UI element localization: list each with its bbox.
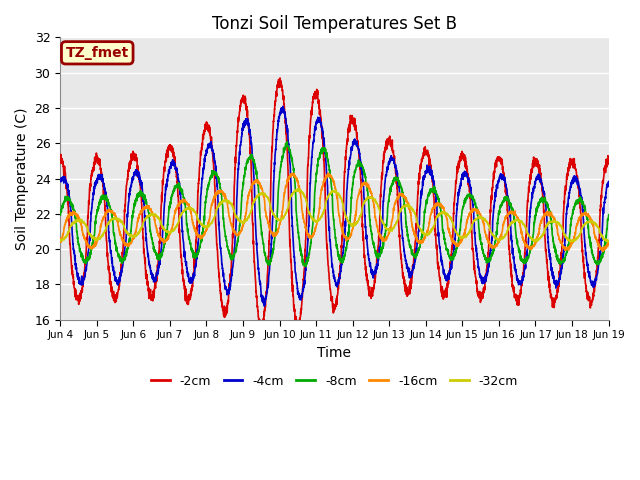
Text: TZ_fmet: TZ_fmet: [66, 46, 129, 60]
Y-axis label: Soil Temperature (C): Soil Temperature (C): [15, 108, 29, 250]
Title: Tonzi Soil Temperatures Set B: Tonzi Soil Temperatures Set B: [212, 15, 457, 33]
Legend: -2cm, -4cm, -8cm, -16cm, -32cm: -2cm, -4cm, -8cm, -16cm, -32cm: [146, 370, 523, 393]
X-axis label: Time: Time: [317, 346, 351, 360]
